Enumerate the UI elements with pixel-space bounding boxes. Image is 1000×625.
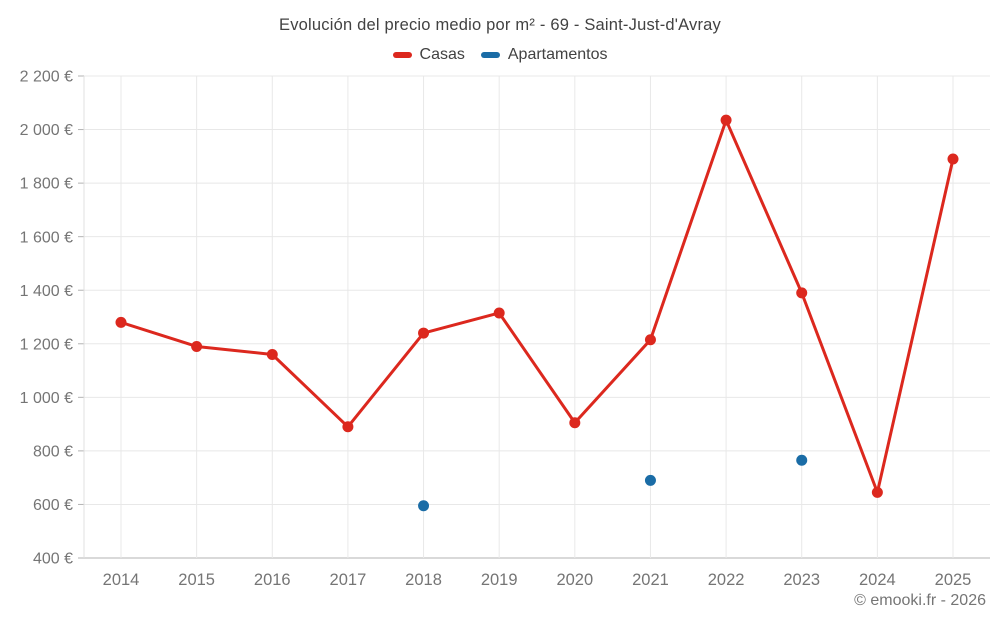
- casas-point-2022[interactable]: [720, 114, 732, 126]
- apartamentos-point-2018[interactable]: [418, 500, 430, 512]
- x-tick-label: 2016: [254, 571, 291, 589]
- y-tick-label: 800 €: [33, 443, 73, 460]
- x-tick-label: 2019: [481, 571, 518, 589]
- apartamentos-legend-label: Apartamentos: [507, 46, 608, 63]
- y-tick-label: 1 000 €: [20, 390, 73, 407]
- y-tick-label: 1 600 €: [20, 229, 73, 246]
- casas-point-2023[interactable]: [796, 287, 808, 299]
- casas-legend-marker-icon: [392, 52, 412, 58]
- x-tick-label: 2015: [178, 571, 215, 589]
- x-tick-label: 2018: [405, 571, 442, 589]
- apartamentos-legend-marker-icon: [480, 52, 500, 58]
- footer-credit[interactable]: © emooki.fr - 2026: [854, 592, 986, 609]
- x-tick-label: 2014: [103, 571, 140, 589]
- x-tick-label: 2023: [783, 571, 820, 589]
- casas-point-2015[interactable]: [191, 340, 203, 352]
- x-tick-label: 2020: [556, 571, 593, 589]
- x-tick-label: 2022: [708, 571, 745, 589]
- y-tick-label: 2 000 €: [20, 122, 73, 139]
- legend-item-apartamentos[interactable]: Apartamentos: [480, 46, 608, 64]
- casas-point-2025[interactable]: [947, 153, 959, 165]
- casas-point-2020[interactable]: [569, 417, 581, 429]
- chart-legend: Casas Apartamentos: [0, 46, 1000, 64]
- y-tick-label: 2 200 €: [20, 69, 73, 86]
- legend-item-casas[interactable]: Casas: [392, 46, 465, 64]
- x-tick-label: 2017: [330, 571, 367, 589]
- casas-point-2017[interactable]: [342, 421, 354, 433]
- y-tick-label: 1 400 €: [20, 283, 73, 300]
- y-tick-label: 1 200 €: [20, 336, 73, 353]
- y-tick-label: 600 €: [33, 497, 73, 514]
- apartamentos-point-2021[interactable]: [644, 474, 656, 486]
- casas-point-2021[interactable]: [644, 334, 656, 346]
- casas-point-2019[interactable]: [493, 307, 505, 319]
- casas-legend-label: Casas: [419, 46, 465, 63]
- casas-point-2018[interactable]: [418, 327, 430, 339]
- casas-point-2016[interactable]: [266, 348, 278, 360]
- casas-point-2014[interactable]: [115, 316, 127, 328]
- casas-point-2024[interactable]: [871, 486, 883, 498]
- x-tick-label: 2021: [632, 571, 669, 589]
- y-tick-label: 400 €: [33, 551, 73, 568]
- chart-title: Evolución del precio medio por m² - 69 -…: [279, 16, 721, 34]
- x-tick-label: 2025: [935, 571, 972, 589]
- y-tick-label: 1 800 €: [20, 176, 73, 193]
- casas-line: [119, 118, 955, 494]
- x-tick-label: 2024: [859, 571, 896, 589]
- apartamentos-point-2023[interactable]: [796, 454, 808, 466]
